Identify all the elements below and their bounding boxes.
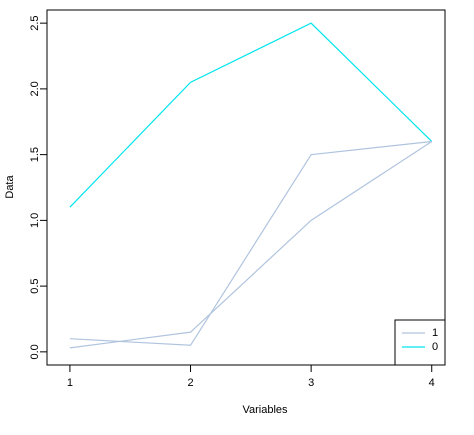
series-line xyxy=(69,22,433,208)
legend-label: 0 xyxy=(432,341,438,353)
x-axis-label: Variables xyxy=(242,404,288,416)
y-tick-label: 2.5 xyxy=(29,15,41,30)
x-tick-label: 2 xyxy=(187,377,193,389)
x-tick-label: 1 xyxy=(67,377,73,389)
legend-box xyxy=(394,319,446,366)
plot-box xyxy=(46,9,446,366)
series-line xyxy=(69,140,432,346)
x-tick-label: 4 xyxy=(429,377,435,389)
legend-label: 1 xyxy=(432,327,438,339)
y-tick-label: 0.5 xyxy=(29,278,41,293)
series-line xyxy=(69,140,433,349)
y-tick-label: 1.5 xyxy=(29,147,41,162)
y-tick-label: 0.0 xyxy=(29,344,41,359)
y-tick-label: 1.0 xyxy=(29,213,41,228)
y-axis-label: Data xyxy=(4,175,16,199)
y-tick-label: 2.0 xyxy=(29,81,41,96)
x-tick-label: 3 xyxy=(308,377,314,389)
